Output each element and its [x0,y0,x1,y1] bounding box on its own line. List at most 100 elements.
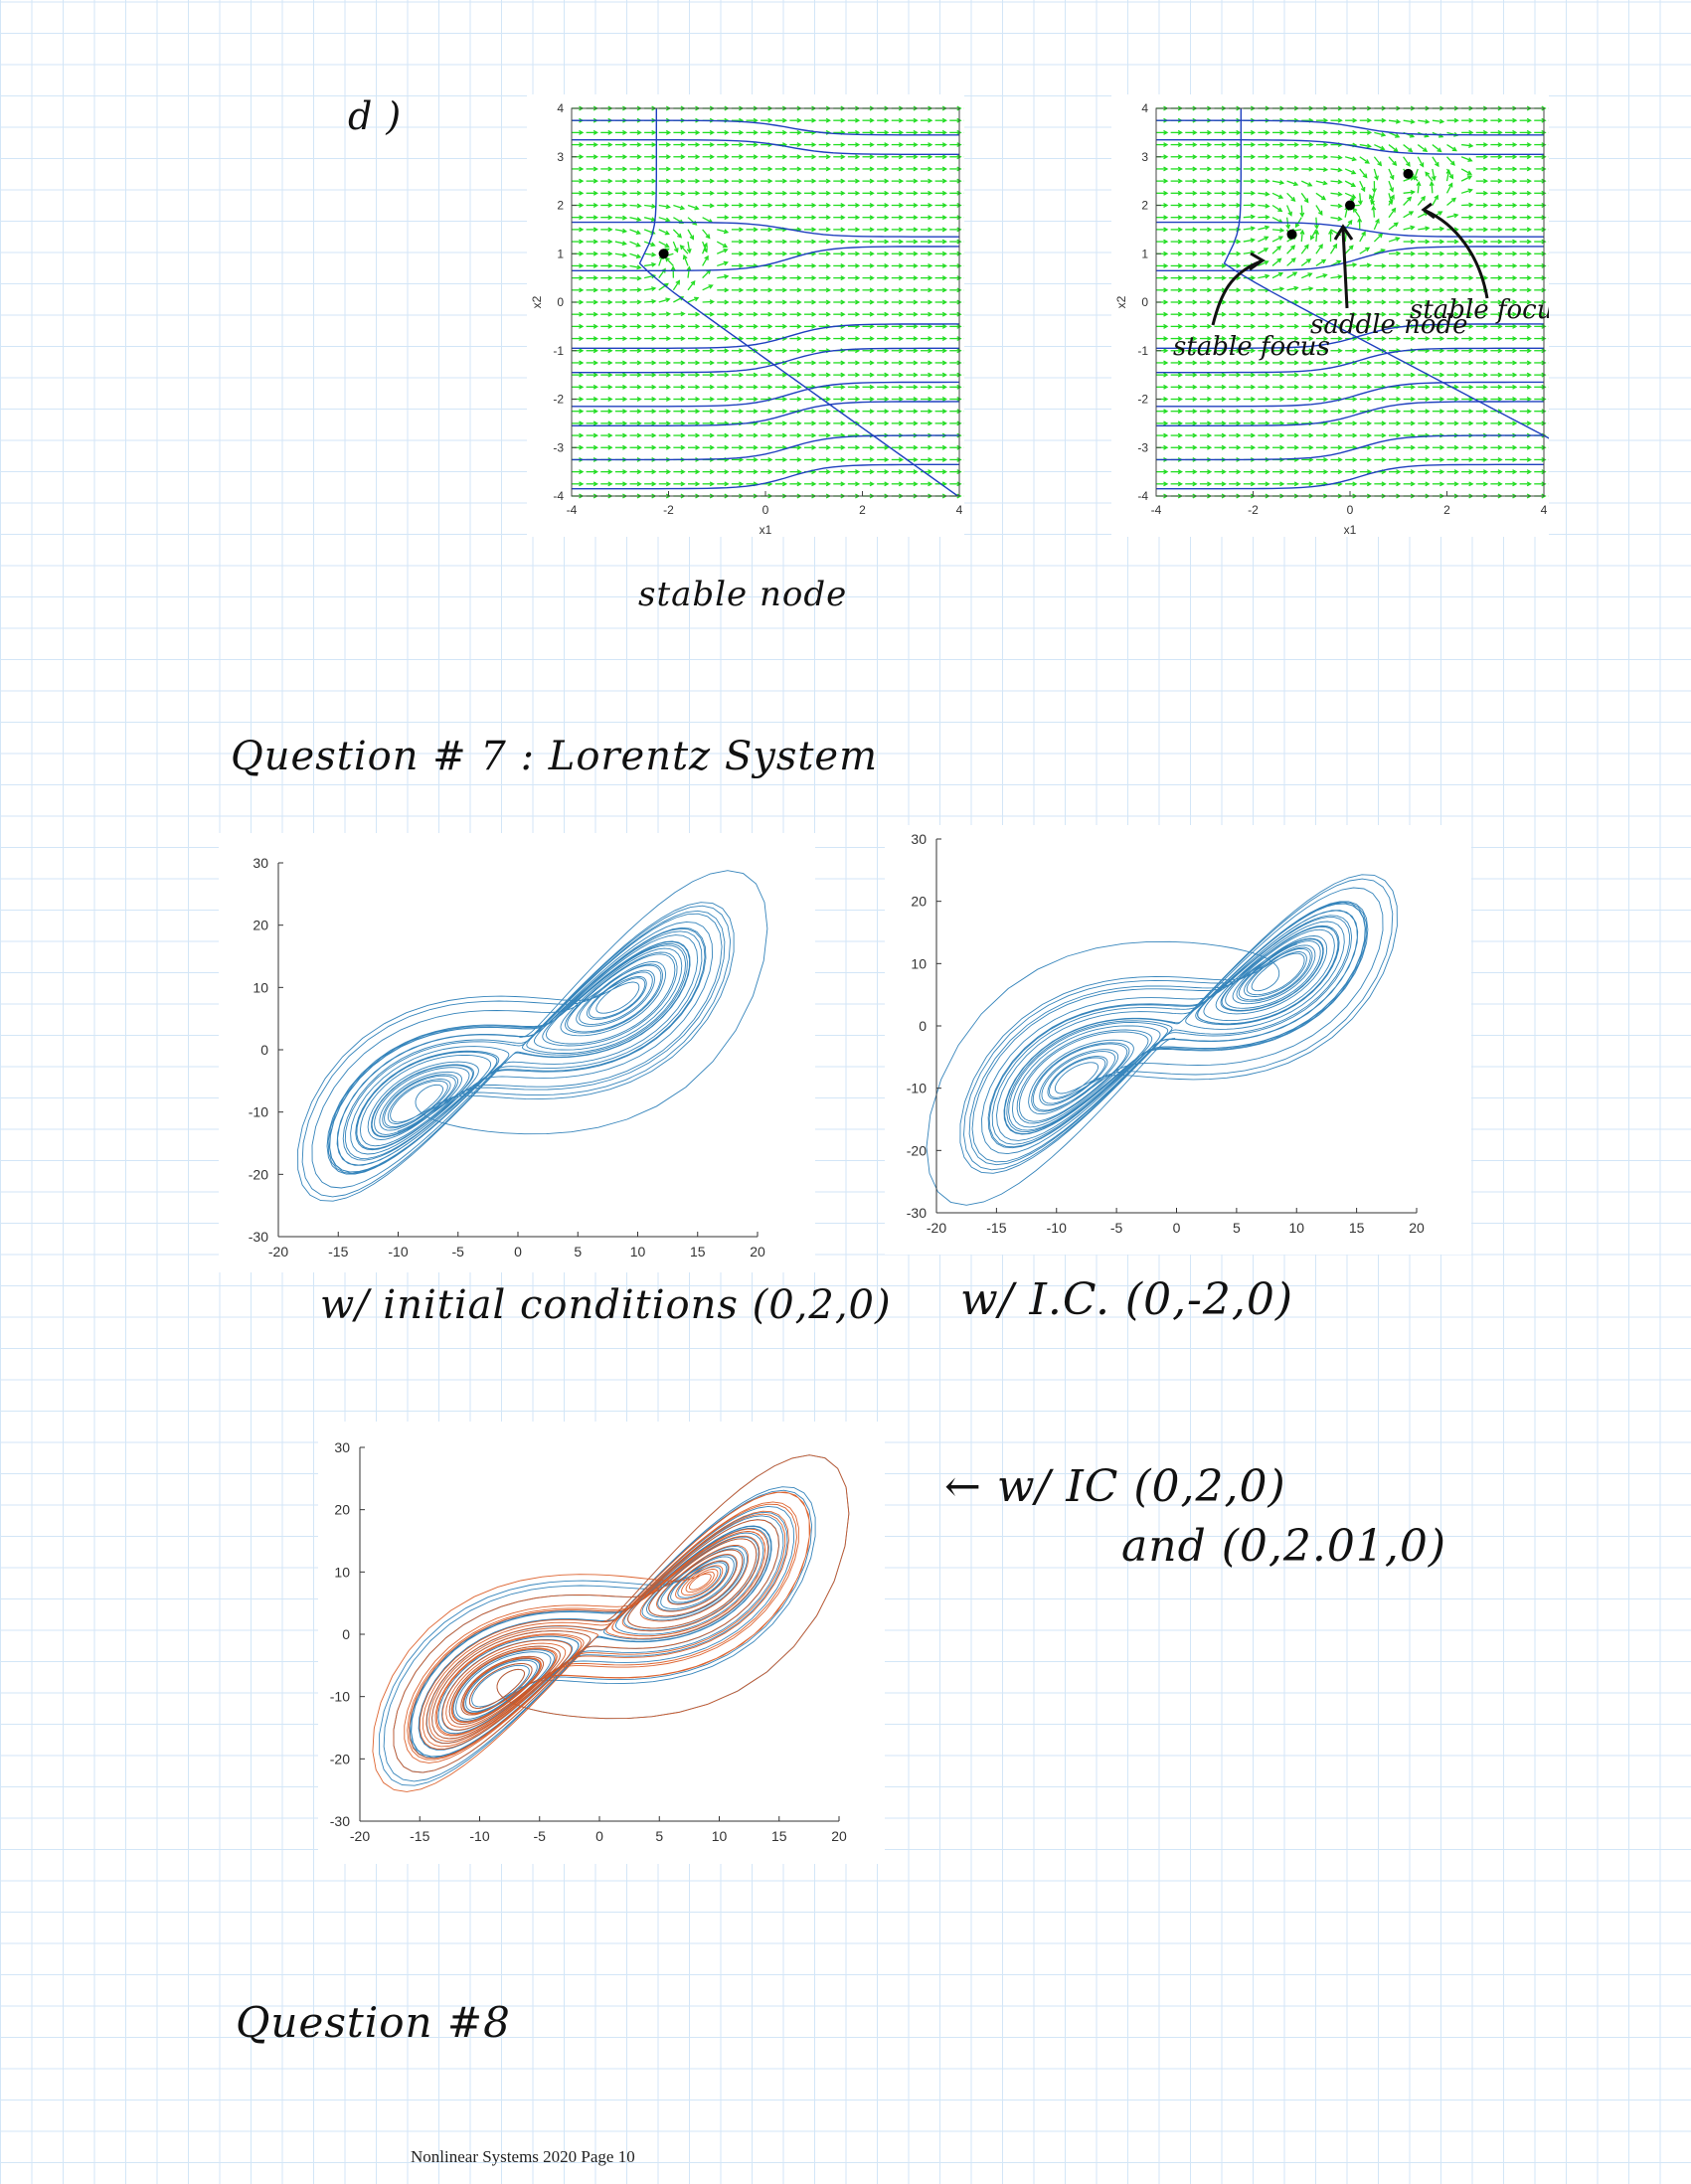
field-arrowhead [1279,299,1285,305]
field-arrowhead [1207,227,1213,233]
field-arrow [1315,180,1327,185]
field-arrow [1388,119,1400,123]
field-arrow [673,312,685,315]
field-arrowhead [1321,258,1327,264]
field-arrowhead [1207,336,1213,342]
field-arrowhead [1163,239,1169,245]
field-arrowhead [1366,299,1373,305]
field-arrowhead [1381,275,1387,281]
field-arrowhead [884,251,890,256]
field-arrowhead [1177,360,1183,366]
field-arrowhead [1425,239,1431,245]
field-arrowhead [796,469,802,475]
x-tick-label: 15 [690,1244,706,1260]
field-arrowhead [753,456,759,462]
field-arrowhead [811,215,817,221]
field-arrowhead [724,273,730,279]
field-arrowhead [670,265,676,271]
field-arrowhead [767,215,773,221]
field-arrowhead [767,251,773,256]
field-arrowhead [1337,129,1343,135]
field-arrowhead [913,469,919,475]
field-arrowhead [884,323,890,329]
field-arrowhead [1177,372,1183,378]
field-arrow [1374,131,1386,136]
field-arrowhead [796,239,802,245]
field-arrowhead [607,372,613,378]
field-arrowhead [1192,397,1198,402]
field-arrowhead [665,178,672,184]
field-arrowhead [1163,129,1169,135]
field-arrowhead [855,336,861,342]
field-arrowhead [1192,215,1198,221]
field-arrowhead [956,287,962,293]
field-arrowhead [1425,384,1431,390]
field-arrowhead [855,287,861,293]
field-arrowhead [898,178,905,184]
field-arrowhead [811,311,817,317]
field-arrowhead [1526,360,1532,366]
field-arrowhead [1285,224,1291,230]
field-arrowhead [1482,323,1489,329]
field-arrow [1359,232,1366,243]
field-arrowhead [1221,336,1227,342]
field-arrowhead [1337,444,1343,450]
field-arrowhead [579,275,585,281]
field-arrowhead [869,384,875,390]
field-arrowhead [1374,175,1379,181]
field-arrowhead [1307,272,1313,277]
field-arrowhead [781,420,788,426]
field-arrowhead [1410,189,1416,195]
field-arrowhead [651,481,657,487]
field-arrowhead [636,217,642,222]
field-arrowhead [855,239,861,245]
field-arrowhead [1425,118,1431,124]
field-arrowhead [869,444,875,450]
field-arrowhead [622,397,628,402]
stable-node-caption: stable node [638,575,848,614]
field-arrowhead [607,360,613,366]
field-arrowhead [825,142,831,148]
field-arrowhead [1482,215,1489,221]
field-arrowhead [679,205,686,211]
field-arrowhead [1392,160,1398,166]
field-arrowhead [1177,129,1183,135]
field-arrowhead [1438,226,1445,232]
field-arrowhead [694,205,700,211]
field-arrowhead [1423,147,1429,152]
field-arrowhead [1396,397,1402,402]
field-arrowhead [1389,174,1395,181]
field-arrowhead [1381,311,1387,317]
field-arrowhead [928,203,933,208]
field-arrowhead [1337,299,1343,305]
field-arrowhead [1467,157,1473,162]
field-arrowhead [1366,372,1373,378]
field-arrowhead [753,409,759,415]
field-arrowhead [898,456,905,462]
field-arrowhead [898,397,905,402]
field-arrowhead [622,166,628,172]
field-arrow [1258,274,1269,279]
field-arrow [1418,227,1430,231]
field-arrowhead [592,227,598,233]
field-arrowhead [1429,180,1435,187]
field-arrowhead [1407,196,1413,202]
field-arrowhead [1416,181,1422,187]
field-arrowhead [651,360,657,366]
field-arrowhead [1366,481,1373,487]
field-arrowhead [1250,336,1257,342]
field-arrowhead [651,311,657,317]
field-arrowhead [1410,360,1416,366]
field-arrowhead [579,323,585,329]
field-arrowhead [1497,287,1503,293]
field-arrowhead [1177,287,1183,293]
field-arrow [1330,204,1342,208]
field-arrowhead [941,299,947,305]
field-arrowhead [1425,171,1431,177]
field-arrowhead [796,287,802,293]
field-arrowhead [695,190,701,196]
field-arrowhead [1250,275,1257,281]
field-arrowhead [840,311,846,317]
field-arrow [1388,156,1397,166]
field-arrowhead [680,481,686,487]
